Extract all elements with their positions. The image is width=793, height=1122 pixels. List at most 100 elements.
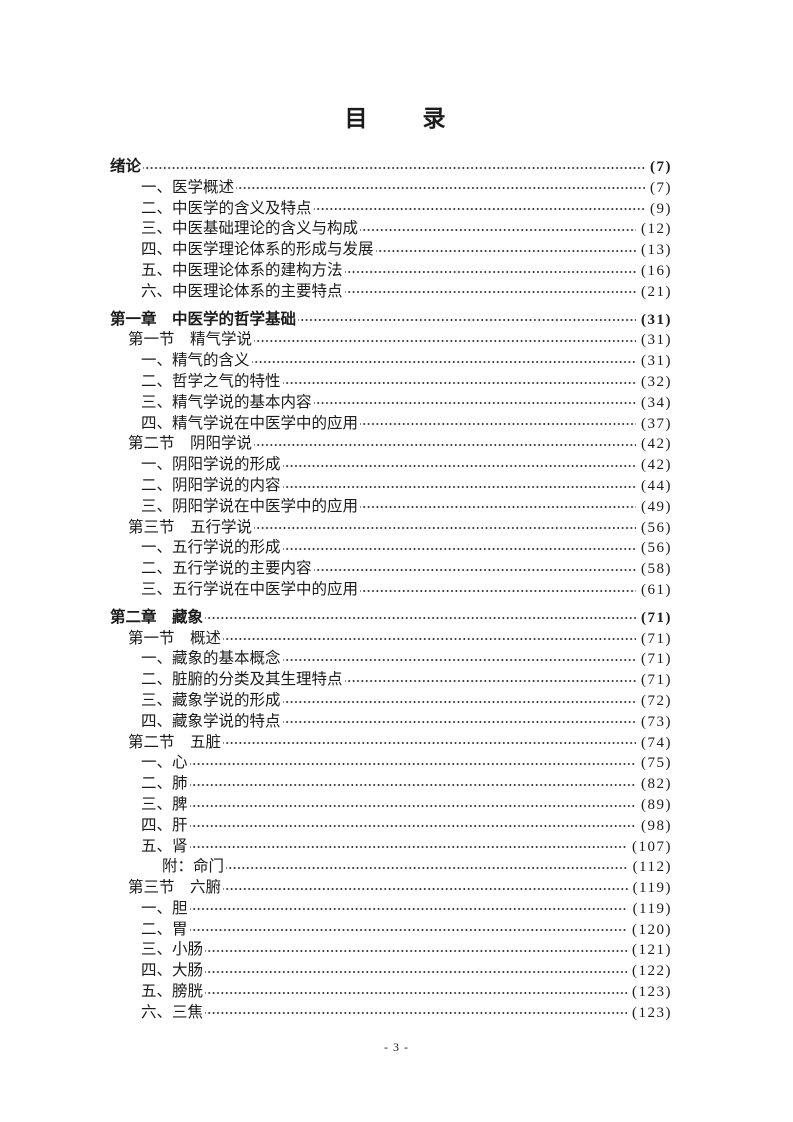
toc-entry: 六、三焦 (123) [110, 1002, 672, 1024]
toc-entry: 五、中医理论体系的建构方法 (16) [110, 260, 672, 282]
toc-entry-label: 四、中医学理论体系的形成与发展 [141, 241, 374, 259]
toc-entry: 四、精气学说在中医学中的应用 (37) [110, 413, 672, 435]
toc-entry-page: (71) [641, 672, 672, 689]
toc-entry: 六、中医理论体系的主要特点 (21) [110, 281, 672, 303]
toc-entry: 第一章 中医学的哲学基础 (31) [110, 309, 672, 331]
toc-entry-page: (42) [641, 457, 672, 474]
dot-leader [313, 392, 636, 414]
toc-entry-page: (7) [650, 159, 672, 175]
toc-entry: 四、肝 (98) [110, 815, 672, 837]
toc-entry-page: (61) [641, 581, 672, 598]
toc-entry: 三、藏象学说的形成 (72) [110, 690, 672, 712]
dot-leader [223, 732, 636, 754]
toc-entry-page: (21) [641, 283, 672, 300]
dot-leader [189, 919, 627, 941]
toc-entry-label: 三、阴阳学说在中医学中的应用 [141, 497, 359, 515]
toc-entry-page: (82) [641, 776, 672, 793]
dot-leader [189, 774, 636, 795]
toc-entry-label: 四、肝 [141, 816, 188, 834]
toc-entry-page: (44) [641, 477, 672, 494]
dot-leader [143, 157, 645, 178]
toc-entry: 一、胆 (119) [110, 898, 672, 920]
toc-entry-label: 一、精气的含义 [141, 352, 250, 370]
dot-leader [223, 878, 628, 899]
toc-entry-label: 第一节 精气学说 [128, 331, 253, 349]
toc-entry-page: (89) [641, 796, 672, 813]
toc-entry-label: 第二节 五脏 [128, 733, 222, 751]
dot-leader [189, 898, 628, 920]
toc-entry-page: (75) [641, 755, 672, 772]
toc-entry: 四、藏象学说的特点 (73) [110, 711, 672, 733]
dot-leader [189, 836, 627, 858]
dot-leader [205, 982, 627, 1003]
toc-entry-page: (31) [641, 353, 672, 370]
toc-entry-page: (119) [632, 880, 672, 897]
toc-entry: 二、肺 (82) [110, 774, 672, 795]
toc-entry-page: (73) [641, 713, 672, 730]
toc-entry-label: 二、肺 [141, 775, 188, 793]
toc-entry-page: (112) [632, 859, 672, 876]
toc-entry-page: (98) [641, 817, 672, 834]
toc-entry-page: (72) [641, 692, 672, 709]
dot-leader [344, 281, 636, 303]
dot-leader [360, 219, 636, 241]
toc-entry-page: (7) [650, 179, 672, 196]
dot-leader [282, 475, 636, 497]
toc-entry-page: (71) [641, 651, 672, 668]
toc-entry-label: 六、中医理论体系的主要特点 [141, 282, 343, 300]
toc-entry: 第三节 六腑 (119) [110, 878, 672, 899]
dot-leader [236, 177, 645, 199]
toc-entry: 三、脾 (89) [110, 794, 672, 816]
page-number-footer: - 3 - [384, 1040, 409, 1054]
dot-leader [360, 579, 636, 601]
toc-entry-label: 二、哲学之气的特性 [141, 372, 281, 390]
toc-entry-label: 三、藏象学说的形成 [141, 691, 281, 709]
toc-entry: 三、中医基础理论的含义与构成 (12) [110, 219, 672, 241]
dot-leader [189, 815, 636, 837]
dot-leader [205, 961, 627, 983]
toc-entry-page: (49) [641, 498, 672, 515]
toc-entry: 二、脏腑的分类及其生理特点 (71) [110, 670, 672, 691]
dot-leader [360, 496, 636, 518]
toc-entry: 五、膀胱 (123) [110, 982, 672, 1003]
toc-entry-page: (56) [641, 540, 672, 557]
toc-entry: 二、哲学之气的特性 (32) [110, 371, 672, 393]
toc-entry: 第二节 阴阳学说 (42) [110, 434, 672, 456]
toc-entry-page: (74) [641, 734, 672, 751]
toc-entry-label: 三、小肠 [141, 941, 204, 959]
dot-leader [226, 857, 628, 879]
toc-entry-label: 五、中医理论体系的建构方法 [141, 261, 343, 279]
toc-entry-label: 四、精气学说在中医学中的应用 [141, 414, 359, 432]
dot-leader [344, 260, 636, 282]
toc-entry: 第三节 五行学说 (56) [110, 517, 672, 539]
toc-entry-label: 三、精气学说的基本内容 [141, 393, 312, 411]
toc-entry-label: 第一节 概述 [128, 629, 222, 647]
dot-leader [282, 649, 636, 671]
toc-entry-page: (16) [641, 262, 672, 279]
toc-entry-label: 第一章 中医学的哲学基础 [110, 310, 297, 328]
toc-entry-label: 附：命门 [162, 858, 225, 876]
toc-entry-page: (58) [641, 561, 672, 578]
dot-leader [223, 628, 636, 650]
toc-entry: 绪论 (7) [110, 157, 672, 178]
dot-leader [375, 240, 636, 261]
toc-entry-label: 一、藏象的基本概念 [141, 650, 281, 668]
toc-entry: 四、中医学理论体系的形成与发展 (13) [110, 240, 672, 261]
toc-entry-label: 五、膀胱 [141, 983, 204, 1001]
toc-entry: 一、阴阳学说的形成 (42) [110, 455, 672, 476]
toc-entry: 一、心 (75) [110, 753, 672, 775]
toc-entry-label: 二、中医学的含义及特点 [141, 199, 312, 217]
toc-entry-label: 三、脾 [141, 795, 188, 813]
toc-entry-page: (56) [641, 519, 672, 536]
toc-entry: 一、五行学说的形成 (56) [110, 538, 672, 560]
dot-leader [254, 517, 636, 539]
toc-entry-page: (71) [641, 609, 672, 626]
toc-entry-label: 三、中医基础理论的含义与构成 [141, 220, 359, 238]
toc-entry-label: 三、五行学说在中医学中的应用 [141, 580, 359, 598]
toc-entry-label: 二、阴阳学说的内容 [141, 476, 281, 494]
toc-entry-label: 一、五行学说的形成 [141, 539, 281, 557]
toc-entry-page: (37) [641, 415, 672, 432]
toc-entry-page: (31) [641, 332, 672, 349]
toc-entry-page: (123) [632, 984, 672, 1001]
